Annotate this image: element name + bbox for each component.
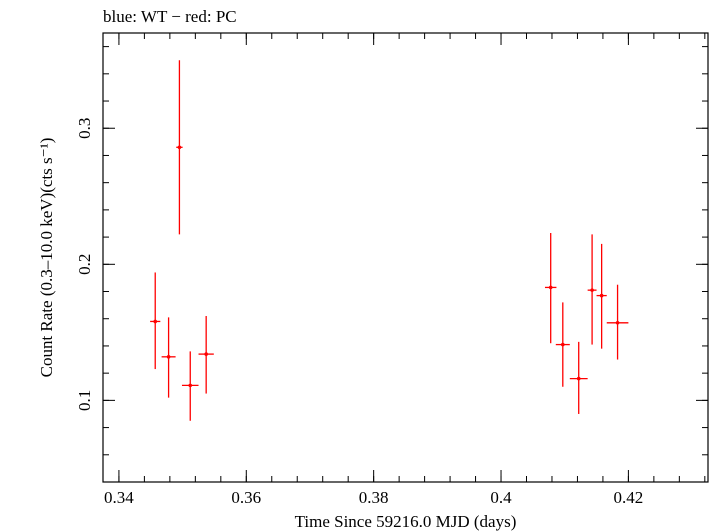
y-axis-label: Count Rate (0.3–10.0 keV)(cts s⁻¹) <box>37 138 56 378</box>
point-marker <box>548 285 553 290</box>
data-point <box>198 316 214 394</box>
point-marker <box>576 376 581 381</box>
x-tick-label: 0.4 <box>490 488 512 507</box>
point-marker <box>615 321 620 325</box>
point-marker <box>166 355 171 359</box>
point-marker <box>188 383 193 388</box>
x-tick-label: 0.36 <box>231 488 261 507</box>
point-marker <box>561 342 565 347</box>
x-axis-label: Time Since 59216.0 MJD (days) <box>295 512 517 531</box>
data-point <box>176 60 183 235</box>
x-tick-label: 0.34 <box>104 488 134 507</box>
point-marker <box>177 145 182 150</box>
data-point <box>181 351 199 421</box>
point-marker <box>153 319 158 324</box>
axis-tick-labels: 0.34 0.36 0.38 0.4 0.42 0.1 0.2 0.3 <box>75 118 643 507</box>
data-point <box>587 234 597 345</box>
point-marker <box>204 352 208 356</box>
point-marker <box>590 288 594 292</box>
data-point <box>150 272 161 370</box>
data-point <box>161 317 176 398</box>
data-point <box>544 233 557 344</box>
x-tick-label: 0.38 <box>359 488 389 507</box>
point-marker <box>599 293 604 298</box>
chart-title: blue: WT − red: PC <box>103 7 237 26</box>
data-point <box>596 243 607 349</box>
plot-frame <box>102 32 709 483</box>
data-points <box>150 60 629 421</box>
y-tick-label: 0.1 <box>75 390 94 411</box>
data-point <box>606 284 629 360</box>
y-tick-label: 0.2 <box>75 254 94 275</box>
x-tick-label: 0.42 <box>614 488 644 507</box>
data-point <box>569 341 588 414</box>
axis-ticks <box>103 33 708 483</box>
y-tick-label: 0.3 <box>75 118 94 139</box>
data-point <box>555 302 570 387</box>
